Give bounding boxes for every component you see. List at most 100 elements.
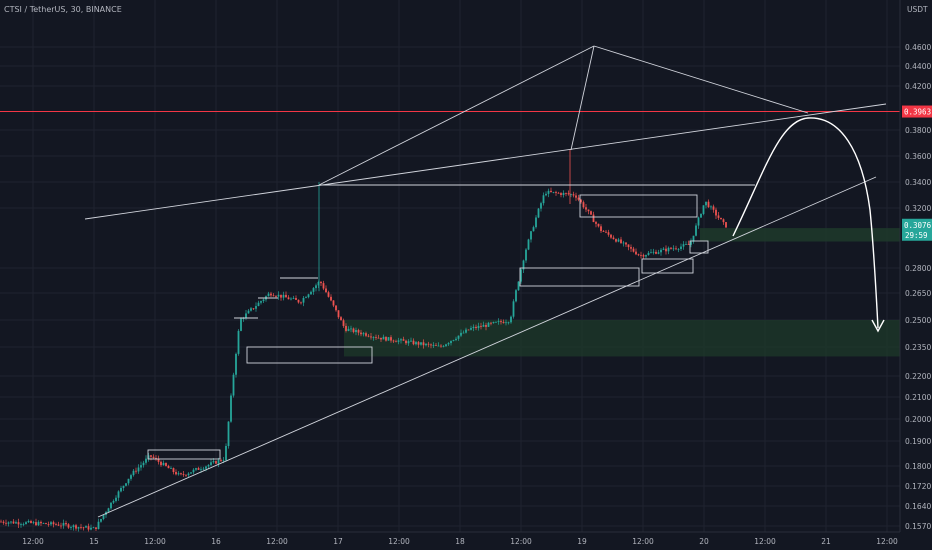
candle-139 xyxy=(347,326,350,332)
candle-194 xyxy=(485,322,487,331)
candle-251 xyxy=(627,244,630,251)
candle-109 xyxy=(272,293,275,297)
candle-59 xyxy=(147,452,150,462)
candle-33 xyxy=(82,526,85,531)
candle-223 xyxy=(557,191,560,194)
candle-57 xyxy=(142,460,145,468)
candle-255 xyxy=(637,253,640,257)
candle-91 xyxy=(227,421,230,449)
time-tick-7: 18 xyxy=(455,537,465,546)
candle-112 xyxy=(280,294,282,301)
time-axis[interactable]: 12:00 15 12:00 16 12:00 17 12:00 18 12:00 19 12:00… xyxy=(0,531,932,550)
candle-179 xyxy=(447,342,450,347)
candle-58 xyxy=(145,455,147,465)
price-tick-11: 0.2200 xyxy=(905,372,931,381)
candle-103 xyxy=(257,300,260,307)
candle-206 xyxy=(515,288,517,303)
price-tick-1: 0.4400 xyxy=(905,62,931,71)
candle-104 xyxy=(260,300,262,305)
candle-50 xyxy=(125,483,127,487)
candle-75 xyxy=(187,472,190,478)
candle-84 xyxy=(210,458,212,467)
candle-160 xyxy=(400,338,402,344)
candle-152 xyxy=(380,337,382,343)
candle-30 xyxy=(75,523,77,531)
candle-141 xyxy=(352,327,355,334)
candle-253 xyxy=(632,246,635,253)
candle-181 xyxy=(452,339,455,342)
price-tick-2: 0.4200 xyxy=(905,82,931,91)
candle-13 xyxy=(32,520,35,525)
candle-271 xyxy=(677,248,680,253)
projection-arrowhead xyxy=(871,319,885,333)
candle-210 xyxy=(525,248,527,263)
candle-90 xyxy=(225,443,227,462)
candle-77 xyxy=(192,468,195,475)
candle-1 xyxy=(2,520,5,525)
candle-183 xyxy=(457,335,460,341)
candle-226 xyxy=(565,192,567,197)
candle-270 xyxy=(675,245,677,251)
candle-21 xyxy=(52,520,55,528)
candle-197 xyxy=(492,321,495,324)
candle-101 xyxy=(252,308,255,311)
candle-56 xyxy=(140,461,142,471)
candle-113 xyxy=(282,291,285,301)
candle-154 xyxy=(385,336,387,342)
candle-198 xyxy=(495,321,497,323)
candle-186 xyxy=(465,327,467,334)
price-tick-12: 0.2100 xyxy=(905,393,931,402)
candle-288 xyxy=(720,217,722,220)
candle-170 xyxy=(425,343,427,347)
candle-213 xyxy=(532,225,535,232)
candle-222 xyxy=(555,190,557,196)
candle-238 xyxy=(595,221,597,228)
demand-zone-lower xyxy=(344,320,900,357)
candle-277 xyxy=(692,235,695,244)
candle-162 xyxy=(405,339,407,345)
time-tick-3: 16 xyxy=(211,537,221,546)
candle-149 xyxy=(372,336,375,341)
candle-126 xyxy=(315,283,317,292)
symbol-title: CTSI / TetherUS, 30, BINANCE xyxy=(4,5,122,14)
candle-122 xyxy=(305,295,307,299)
upper-trendline xyxy=(84,103,887,220)
candle-163 xyxy=(407,339,410,346)
pitchfork-left xyxy=(318,45,595,186)
candle-4 xyxy=(10,521,12,525)
candle-31 xyxy=(77,526,80,533)
candle-283 xyxy=(707,199,710,208)
candle-133 xyxy=(332,300,335,308)
candle-9 xyxy=(22,522,25,527)
candle-173 xyxy=(432,342,435,348)
candle-120 xyxy=(300,301,302,305)
candle-272 xyxy=(680,243,682,252)
candle-208 xyxy=(520,268,522,284)
candle-286 xyxy=(715,207,717,220)
price-tick-3: 0.3800 xyxy=(905,126,931,135)
price-tick-0: 0.4600 xyxy=(905,43,931,52)
candle-15 xyxy=(37,520,40,526)
candle-187 xyxy=(467,329,470,331)
price-axis[interactable]: USDT 0.4600 0.4400 0.4200 0.3800 0.3600 0.3400… xyxy=(899,0,932,550)
candle-18 xyxy=(45,522,47,525)
candle-132 xyxy=(330,294,332,302)
candle-69 xyxy=(172,467,175,475)
time-tick-5: 17 xyxy=(333,537,343,546)
candle-273 xyxy=(682,241,685,250)
candle-44 xyxy=(110,502,112,510)
candle-267 xyxy=(667,246,670,255)
candle-2 xyxy=(5,519,7,526)
candle-76 xyxy=(190,472,192,474)
candle-17 xyxy=(42,522,45,525)
candle-199 xyxy=(497,318,500,325)
candle-19 xyxy=(47,521,50,527)
candle-282 xyxy=(705,201,707,209)
candle-161 xyxy=(402,336,405,341)
candle-53 xyxy=(132,468,135,477)
candle-195 xyxy=(487,321,490,328)
candles xyxy=(0,149,727,533)
candle-99 xyxy=(247,309,250,314)
consolidation-box-1 xyxy=(147,449,221,460)
